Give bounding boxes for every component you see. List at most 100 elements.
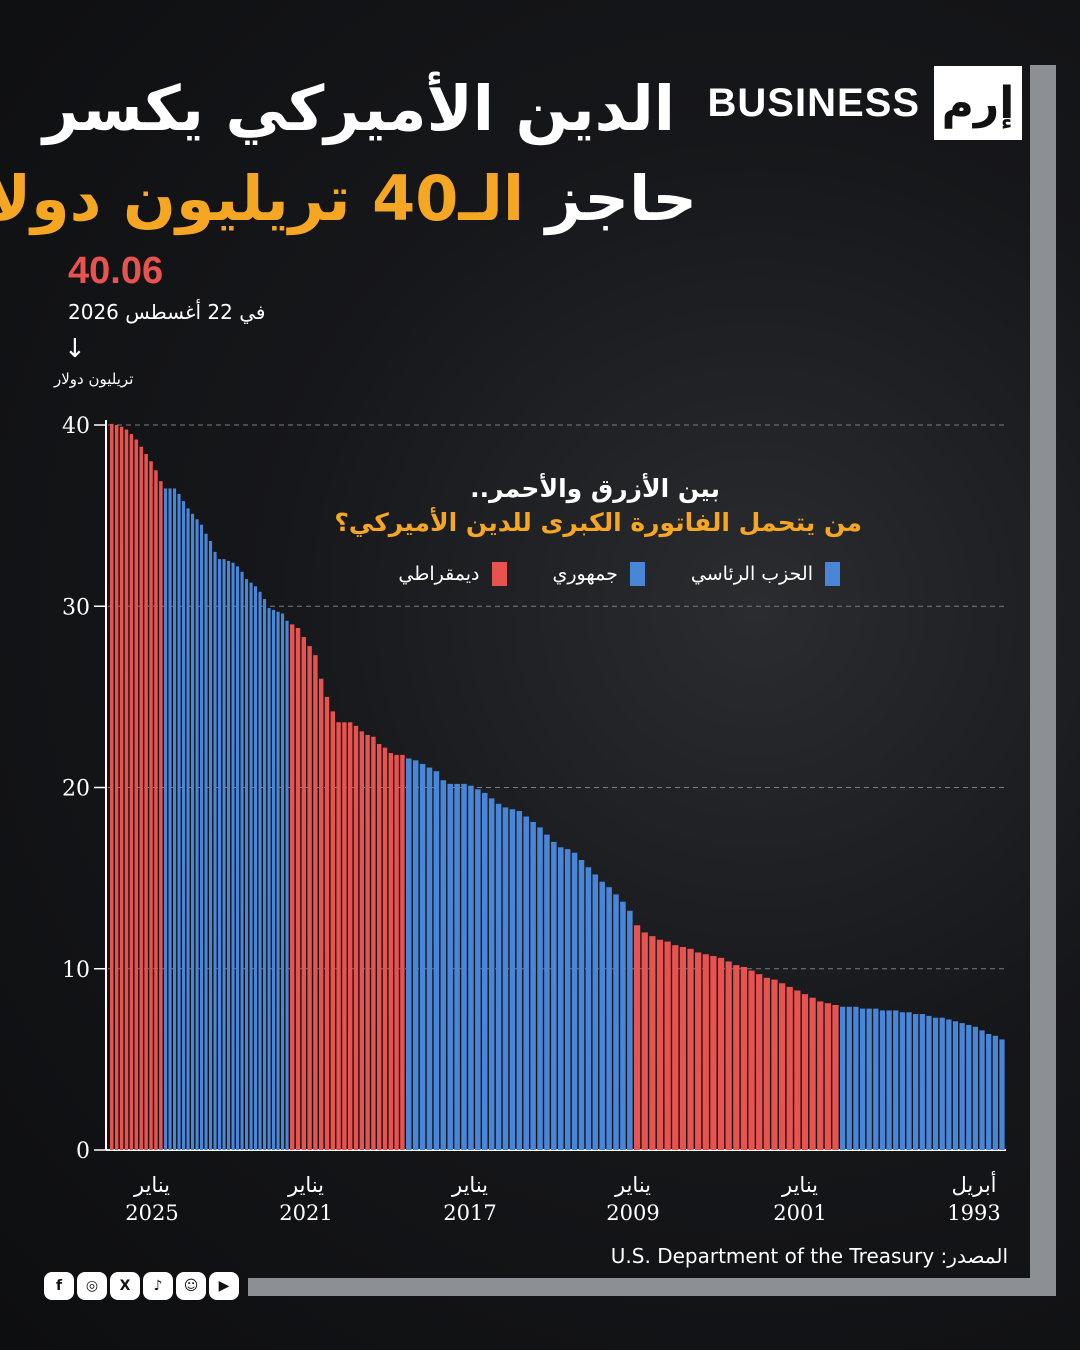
bar	[267, 608, 271, 1150]
bar	[295, 628, 301, 1150]
bar	[119, 426, 124, 1150]
bar	[301, 637, 306, 1150]
bar	[502, 807, 509, 1150]
bar	[222, 559, 226, 1151]
bar	[307, 646, 312, 1151]
instagram-icon[interactable]: ◎	[77, 1272, 107, 1300]
bar	[585, 867, 592, 1150]
bar	[359, 731, 364, 1150]
chart-question-line-1: بين الأزرق والأحمر..	[470, 474, 720, 503]
bar	[634, 925, 641, 1150]
facebook-icon[interactable]: f	[44, 1272, 74, 1300]
chart-legend: الحزب الرئاسي جمهوري ديمقراطي	[398, 562, 840, 586]
bar	[613, 894, 619, 1150]
legend-swatch-blue-2	[629, 562, 645, 586]
bar	[717, 957, 725, 1151]
title-line-2: حاجز الـ40 تريليون دولار	[0, 162, 697, 235]
bar	[571, 852, 578, 1150]
tiktok-icon[interactable]: ♪	[143, 1272, 173, 1300]
legend-swatch-red	[491, 562, 507, 586]
title-line-2-white: حاجز	[545, 162, 697, 235]
bar	[482, 792, 488, 1150]
snapchat-icon[interactable]: ☺	[176, 1272, 206, 1300]
bar	[801, 994, 809, 1151]
bar	[319, 678, 324, 1150]
x-tick-year: 2021	[279, 1201, 332, 1225]
bar	[186, 508, 190, 1151]
bar	[218, 559, 222, 1151]
x-tick-month: يناير	[451, 1173, 488, 1197]
bar	[129, 434, 134, 1150]
bar	[231, 562, 235, 1150]
x-tick-month: يناير	[781, 1173, 818, 1197]
youtube-icon[interactable]: ▶	[209, 1272, 239, 1300]
bar	[330, 711, 335, 1151]
bar	[606, 887, 612, 1150]
bar	[461, 783, 467, 1151]
bar	[649, 936, 656, 1151]
bar	[124, 429, 129, 1150]
bar	[853, 1006, 859, 1150]
bar	[627, 910, 633, 1150]
bar	[154, 470, 158, 1150]
x-tick-month: يناير	[614, 1173, 651, 1197]
bar	[263, 599, 267, 1150]
bar	[899, 1012, 905, 1150]
bar	[200, 524, 204, 1150]
y-tick-label: 20	[62, 777, 90, 802]
bar	[530, 821, 536, 1150]
x-icon[interactable]: X	[110, 1272, 140, 1300]
bar	[771, 979, 778, 1151]
bar	[195, 519, 199, 1150]
bar	[558, 847, 564, 1150]
bar	[578, 860, 585, 1150]
bar	[209, 541, 213, 1150]
source-note: المصدر: U.S. Department of the Treasury	[610, 1244, 1008, 1268]
bar	[290, 624, 295, 1151]
x-tick-year: 2025	[125, 1201, 178, 1225]
bar	[114, 425, 119, 1150]
bar	[999, 1039, 1005, 1150]
bar	[710, 956, 717, 1150]
bar	[440, 780, 447, 1150]
bar	[939, 1017, 945, 1150]
bar	[695, 952, 702, 1150]
bar	[592, 874, 599, 1150]
y-tick-label: 0	[76, 1139, 90, 1164]
legend-item-party: الحزب الرئاسي	[691, 562, 840, 586]
bar	[254, 586, 258, 1150]
bar	[454, 783, 460, 1151]
y-tick-label: 40	[62, 414, 90, 439]
bar	[144, 454, 148, 1150]
bar	[285, 620, 289, 1150]
bar	[756, 974, 763, 1150]
bar	[447, 783, 453, 1151]
bar	[281, 613, 285, 1150]
bar	[164, 488, 168, 1150]
bar	[824, 1003, 831, 1150]
bar	[946, 1019, 952, 1150]
bar	[859, 1008, 866, 1151]
bar	[272, 609, 276, 1151]
bar	[932, 1017, 939, 1150]
bar	[979, 1030, 985, 1151]
brand-wordmark: BUSINESS	[707, 80, 920, 125]
headline-date: في 22 أغسطس 2026	[68, 300, 266, 324]
bar	[913, 1014, 919, 1150]
x-tick-year: 1993	[947, 1201, 1000, 1225]
bar	[204, 533, 208, 1150]
bar	[840, 1006, 846, 1150]
frame-bottom-bar	[248, 1278, 1056, 1296]
bar	[336, 722, 341, 1150]
bar	[537, 827, 543, 1151]
brand-mark-icon: إرم	[934, 66, 1022, 140]
bar	[733, 965, 740, 1151]
bar	[475, 789, 481, 1150]
bar	[664, 941, 671, 1150]
bar	[159, 481, 163, 1150]
bar	[468, 785, 474, 1150]
bar	[763, 977, 770, 1150]
bar	[240, 571, 244, 1150]
brand-logo: BUSINESS إرم	[707, 66, 1022, 140]
